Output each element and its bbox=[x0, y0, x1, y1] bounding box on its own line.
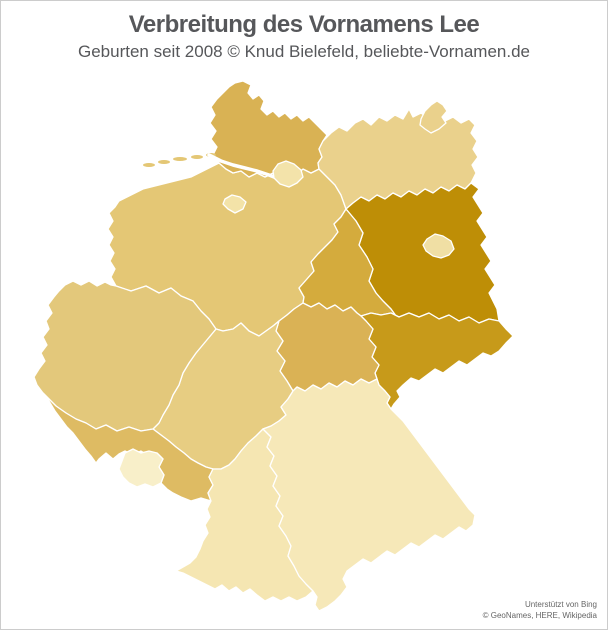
state-bayern[interactable] bbox=[262, 378, 476, 612]
state-hamburg[interactable] bbox=[272, 160, 304, 188]
ruegen-island[interactable] bbox=[419, 100, 448, 134]
state-rheinland-pfalz[interactable] bbox=[42, 392, 214, 502]
state-saarland[interactable] bbox=[118, 448, 165, 488]
page-title: Verbreitung des Vornamens Lee bbox=[128, 11, 480, 38]
east-frisian-islands[interactable] bbox=[143, 153, 216, 167]
map-attribution: Unterstützt von Bing © GeoNames, HERE, W… bbox=[483, 599, 597, 621]
state-berlin[interactable] bbox=[422, 233, 455, 259]
elbe-river bbox=[207, 153, 281, 181]
attribution-bing: Unterstützt von Bing bbox=[524, 600, 597, 609]
state-bremen[interactable] bbox=[222, 194, 247, 214]
attribution-sources: © GeoNames, HERE, Wikipedia bbox=[482, 611, 597, 620]
page-subtitle: Geburten seit 2008 © Knud Bielefeld, bel… bbox=[78, 42, 530, 61]
